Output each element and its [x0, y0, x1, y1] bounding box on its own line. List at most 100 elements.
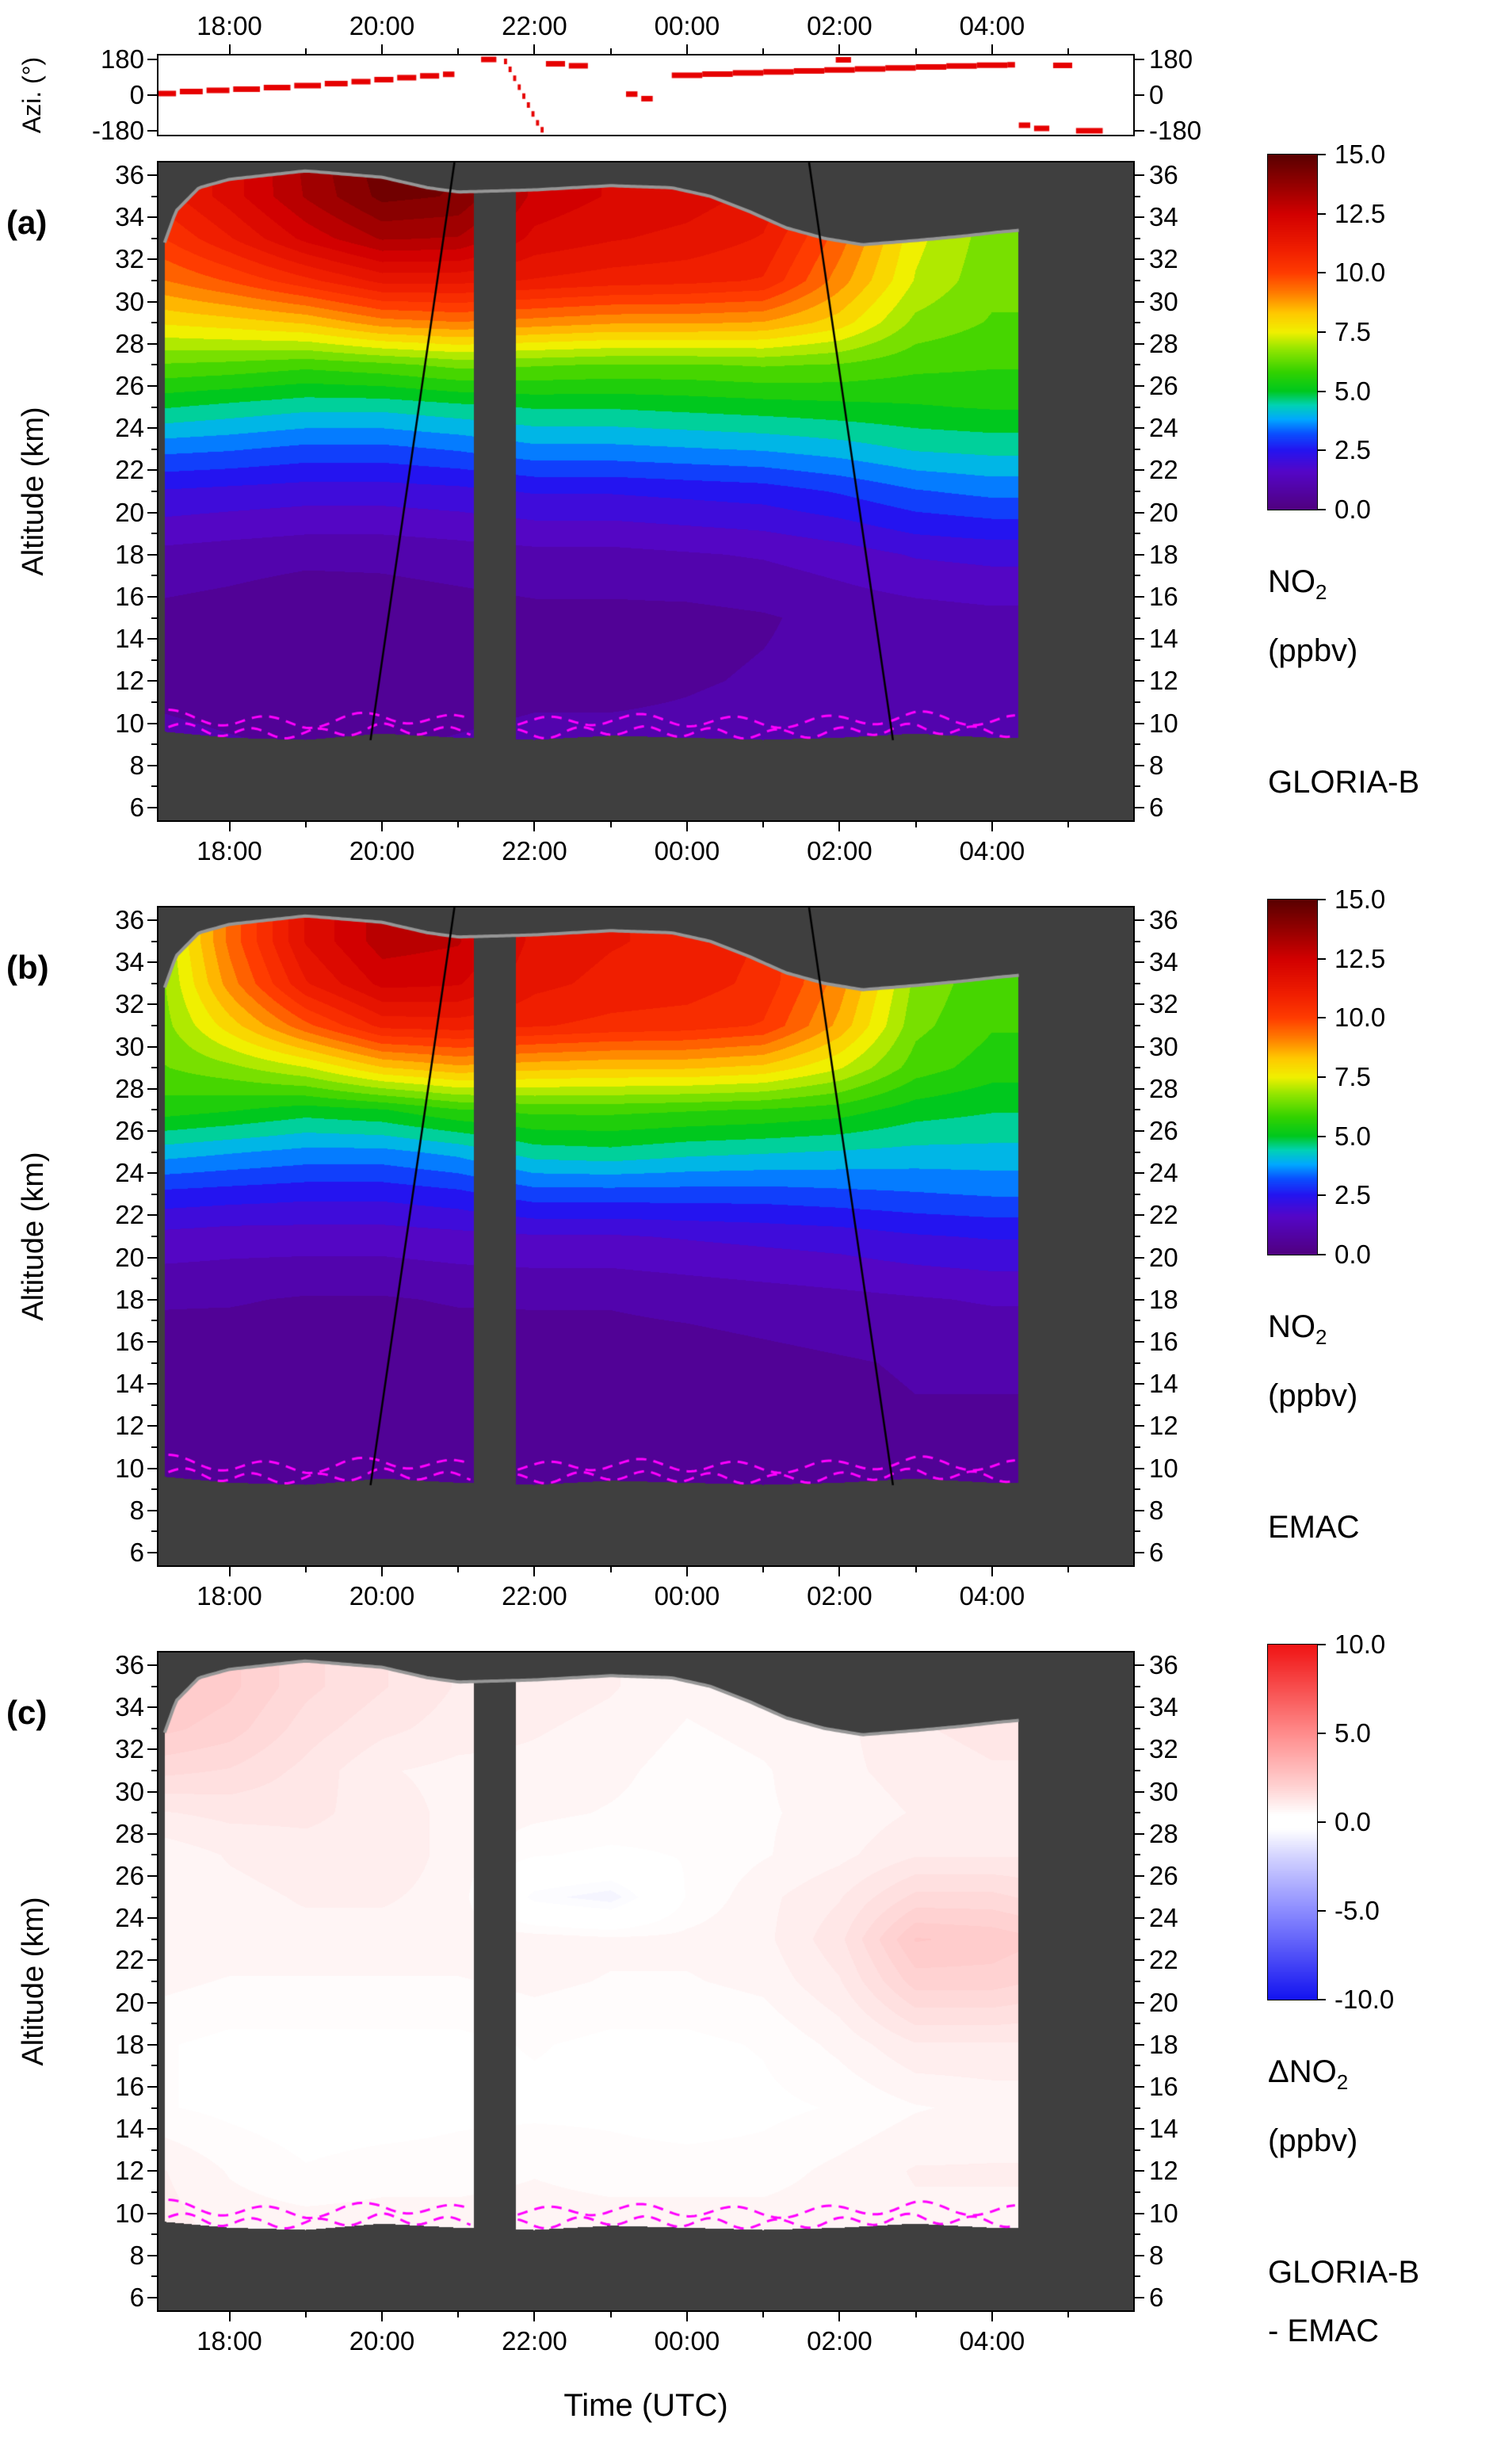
tick-mark: [304, 48, 307, 54]
tick-mark: [991, 1567, 993, 1576]
tick-mark: [147, 1341, 157, 1343]
tick-mark: [1135, 237, 1140, 239]
tick-mark: [1135, 2275, 1140, 2278]
y-tick-label: 28: [1149, 1073, 1178, 1103]
y-tick-label: 18: [1149, 539, 1178, 569]
y-tick-label: 20: [1149, 1987, 1178, 2017]
panel-c-colorbar: [1267, 1644, 1318, 2000]
x-tick-label: 00:00: [654, 2326, 720, 2356]
y-tick-label: 32: [1149, 989, 1178, 1019]
tick-mark: [1135, 2149, 1140, 2151]
y-tick-label: 6: [129, 793, 144, 823]
tick-mark: [1135, 258, 1144, 261]
species-subscript: 2: [1315, 580, 1327, 604]
tick-mark: [685, 1567, 688, 1576]
y-tick-label: 18: [115, 539, 144, 569]
colorbar-tick-label: 10.0: [1334, 258, 1386, 288]
tick-mark: [1318, 899, 1326, 900]
tick-mark: [1135, 961, 1144, 964]
y-tick-label: 18: [1149, 1284, 1178, 1314]
tick-mark: [914, 822, 917, 827]
tick-mark: [457, 822, 460, 827]
y-tick-label: 12: [115, 1411, 144, 1441]
tick-mark: [1318, 331, 1326, 333]
tick-mark: [151, 1446, 157, 1449]
tick-mark: [151, 2023, 157, 2025]
tick-mark: [1135, 2233, 1140, 2236]
y-tick-label: 0: [1149, 80, 1164, 109]
tick-mark: [1135, 1067, 1140, 1069]
x-tick-label: 18:00: [197, 2326, 262, 2356]
tick-mark: [147, 1383, 157, 1385]
tick-mark: [1135, 1151, 1140, 1153]
tick-mark: [1135, 659, 1140, 661]
tick-mark: [1135, 1362, 1140, 1364]
tick-mark: [1067, 822, 1070, 827]
tick-mark: [1318, 957, 1326, 960]
tick-mark: [1067, 2312, 1070, 2317]
y-tick-label: 10: [1149, 1453, 1178, 1483]
x-tick-label: 22:00: [502, 2326, 567, 2356]
tick-mark: [147, 1917, 157, 1920]
tick-mark: [151, 1109, 157, 1111]
tick-mark: [1135, 448, 1140, 450]
tick-mark: [762, 48, 765, 54]
tick-mark: [1135, 94, 1144, 96]
tick-mark: [1135, 2297, 1144, 2299]
tick-mark: [1135, 1530, 1140, 1533]
y-tick-label: 24: [115, 1158, 144, 1188]
tick-mark: [151, 659, 157, 661]
tick-mark: [1135, 2043, 1144, 2046]
tick-mark: [1135, 1917, 1144, 1920]
tick-mark: [1135, 1685, 1140, 1687]
time-axis-label: Time (UTC): [563, 2388, 728, 2423]
tick-mark: [1135, 533, 1140, 535]
y-tick-label: 20: [115, 497, 144, 527]
tick-mark: [147, 919, 157, 921]
tick-mark: [304, 1567, 307, 1572]
tick-mark: [838, 44, 841, 54]
tick-mark: [151, 448, 157, 450]
y-tick-label: 22: [115, 455, 144, 485]
tick-mark: [1135, 764, 1144, 766]
tick-mark: [147, 469, 157, 472]
tick-mark: [151, 1024, 157, 1026]
y-tick-label: 16: [1149, 2072, 1178, 2101]
tick-mark: [151, 2065, 157, 2067]
colorbar-tick-label: 7.5: [1334, 1062, 1371, 1091]
tick-mark: [1135, 982, 1140, 984]
tick-mark: [151, 1812, 157, 1814]
tick-mark: [151, 1362, 157, 1364]
tick-mark: [914, 48, 917, 54]
tick-mark: [151, 2275, 157, 2278]
y-tick-label: 10: [115, 2198, 144, 2228]
species-subscript: 2: [1315, 1325, 1327, 1349]
tick-mark: [1135, 59, 1144, 60]
y-tick-label: 32: [115, 244, 144, 274]
y-tick-label: 26: [1149, 1115, 1178, 1145]
tick-mark: [1135, 511, 1144, 514]
panel-c-source-label-2: - EMAC: [1268, 2314, 1379, 2348]
y-tick-label: 14: [115, 1369, 144, 1399]
tick-mark: [147, 722, 157, 724]
tick-mark: [147, 94, 157, 96]
tick-mark: [147, 1832, 157, 1835]
colorbar-tick-label: 7.5: [1334, 317, 1371, 346]
tick-mark: [1135, 617, 1140, 619]
y-tick-label: 0: [129, 80, 144, 109]
x-tick-label: 04:00: [959, 836, 1025, 865]
y-tick-label: 22: [1149, 1200, 1178, 1230]
tick-mark: [151, 1854, 157, 1856]
y-tick-label: 24: [1149, 413, 1178, 443]
tick-mark: [1135, 195, 1140, 197]
tick-mark: [151, 2233, 157, 2236]
tick-mark: [228, 44, 231, 54]
panel-c-unit-label: (ppbv): [1268, 2123, 1358, 2158]
y-tick-label: 24: [1149, 1158, 1178, 1188]
y-tick-label: 20: [1149, 1242, 1178, 1272]
tick-mark: [1135, 1938, 1140, 1940]
tick-mark: [1135, 1298, 1144, 1301]
x-tick-label: 18:00: [197, 836, 262, 865]
tick-mark: [151, 1727, 157, 1729]
y-tick-label: 26: [115, 370, 144, 400]
